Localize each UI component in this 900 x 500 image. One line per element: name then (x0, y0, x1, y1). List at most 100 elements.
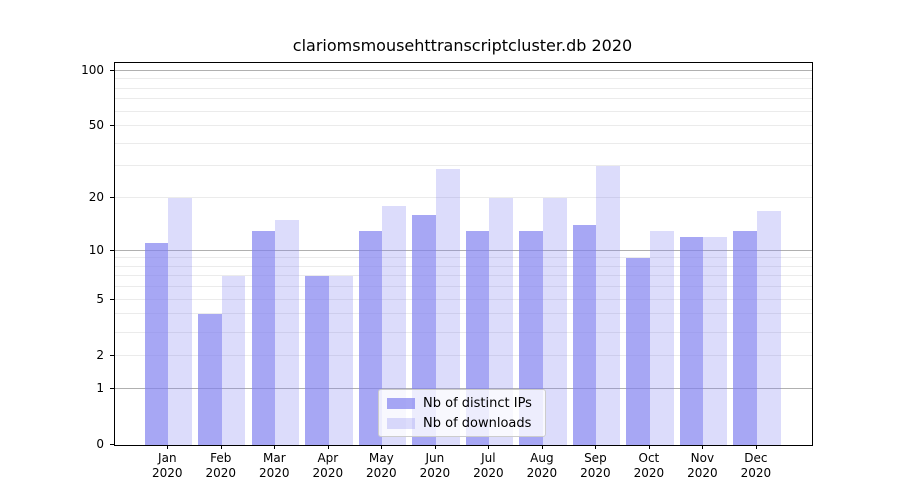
x-tick-month: Jan (158, 451, 177, 465)
legend-item: Nb of distinct IPs (387, 396, 537, 411)
x-tick (381, 445, 383, 449)
y-tick-label: 2 (96, 347, 104, 362)
y-tick (110, 387, 114, 389)
y-tick-label: 50 (88, 118, 104, 133)
bar-downloads (596, 166, 621, 445)
gridline-minor (115, 257, 812, 259)
gridline-minor (115, 110, 812, 112)
x-tick-label: Oct 2020 (621, 451, 677, 481)
x-tick-label: Dec 2020 (728, 451, 784, 481)
x-tick-month: Jun (425, 451, 445, 465)
bar-downloads (221, 276, 246, 445)
x-tick-year: 2020 (366, 466, 397, 480)
gridline-minor (115, 298, 812, 300)
x-tick-label: Apr 2020 (300, 451, 356, 481)
bar-distinct-ips (572, 225, 597, 445)
x-tick (167, 445, 169, 449)
x-tick-year: 2020 (633, 466, 665, 480)
x-tick-year: 2020 (259, 466, 290, 480)
bar-distinct-ips (412, 215, 436, 445)
legend-item: Nb of downloads (387, 416, 537, 431)
bar-distinct-ips (251, 230, 276, 445)
x-tick-label: Jan 2020 (139, 451, 195, 481)
x-tick-month: Aug (530, 451, 554, 465)
x-tick-year: 2020 (526, 466, 558, 480)
y-tick-label: 20 (88, 190, 104, 205)
gridline-minor (115, 265, 812, 267)
x-tick-month: Sep (584, 451, 607, 465)
bar-downloads (542, 198, 567, 445)
x-tick-year: 2020 (740, 466, 772, 480)
gridline-minor (115, 354, 812, 356)
legend-swatch-distinct-ips (387, 398, 415, 409)
x-tick-year: 2020 (312, 466, 344, 480)
x-tick-month: Nov (690, 451, 715, 465)
gridlines (115, 63, 812, 445)
gridline-minor (115, 165, 812, 167)
x-tick (648, 445, 650, 449)
x-tick-label: Mar 2020 (246, 451, 302, 481)
gridline-minor (115, 331, 812, 333)
legend-label: Nb of downloads (423, 416, 532, 431)
gridline-minor (115, 197, 812, 199)
bar-downloads (328, 276, 353, 445)
x-tick-month: Jul (481, 451, 496, 465)
gridline-minor (115, 275, 812, 277)
gridline-major (115, 69, 812, 71)
bar-distinct-ips (198, 314, 222, 445)
bar-downloads (435, 169, 460, 445)
x-tick-month: May (368, 451, 394, 465)
x-tick (220, 445, 222, 449)
bar-downloads (382, 206, 407, 445)
bar-distinct-ips (679, 236, 704, 445)
x-tick-label: Jul 2020 (460, 451, 516, 481)
x-tick-month: Oct (638, 451, 660, 465)
y-tick-label: 100 (81, 62, 104, 77)
x-tick-label: Jun 2020 (407, 451, 463, 481)
x-tick-year: 2020 (580, 466, 611, 480)
x-tick (434, 445, 436, 449)
bar-distinct-ips (358, 230, 383, 445)
x-tick-month: Apr (317, 451, 339, 465)
x-tick-year: 2020 (687, 466, 718, 480)
y-tick (110, 197, 114, 199)
legend-swatch-downloads (387, 418, 415, 429)
x-tick-year: 2020 (419, 466, 451, 480)
bar-downloads (649, 230, 674, 445)
x-tick-year: 2020 (152, 466, 183, 480)
gridline-minor (115, 87, 812, 89)
chart-title: clariomsmousehttranscriptcluster.db 2020 (292, 36, 633, 55)
x-tick-label: Nov 2020 (674, 451, 730, 481)
x-tick (595, 445, 597, 449)
y-tick (110, 125, 114, 127)
x-tick-month: Feb (210, 451, 232, 465)
bar-downloads (703, 236, 728, 445)
bar-downloads (168, 198, 192, 445)
x-tick-month: Mar (262, 451, 286, 465)
plot-area: Nb of distinct IPs Nb of downloads (114, 62, 813, 446)
gridline-minor (115, 313, 812, 315)
y-tick (110, 444, 114, 445)
x-tick (274, 445, 276, 449)
x-tick (755, 445, 757, 449)
x-tick-label: May 2020 (353, 451, 409, 481)
legend: Nb of distinct IPs Nb of downloads (378, 389, 546, 437)
bar-downloads (489, 198, 514, 445)
y-tick (110, 298, 114, 300)
y-tick (110, 249, 114, 251)
gridline-minor (115, 78, 812, 80)
bar-distinct-ips (626, 258, 650, 445)
y-tick-label: 0 (96, 437, 104, 451)
bar-distinct-ips (305, 276, 329, 445)
bar-distinct-ips (144, 243, 169, 445)
x-tick-month: Dec (744, 451, 768, 465)
x-tick-label: Feb 2020 (193, 451, 249, 481)
bars (115, 63, 812, 445)
y-tick (110, 69, 114, 71)
gridline-major (115, 249, 812, 251)
bar-distinct-ips (733, 230, 757, 445)
gridline-minor (115, 142, 812, 144)
x-tick-year: 2020 (205, 466, 237, 480)
gridline-minor (115, 98, 812, 100)
